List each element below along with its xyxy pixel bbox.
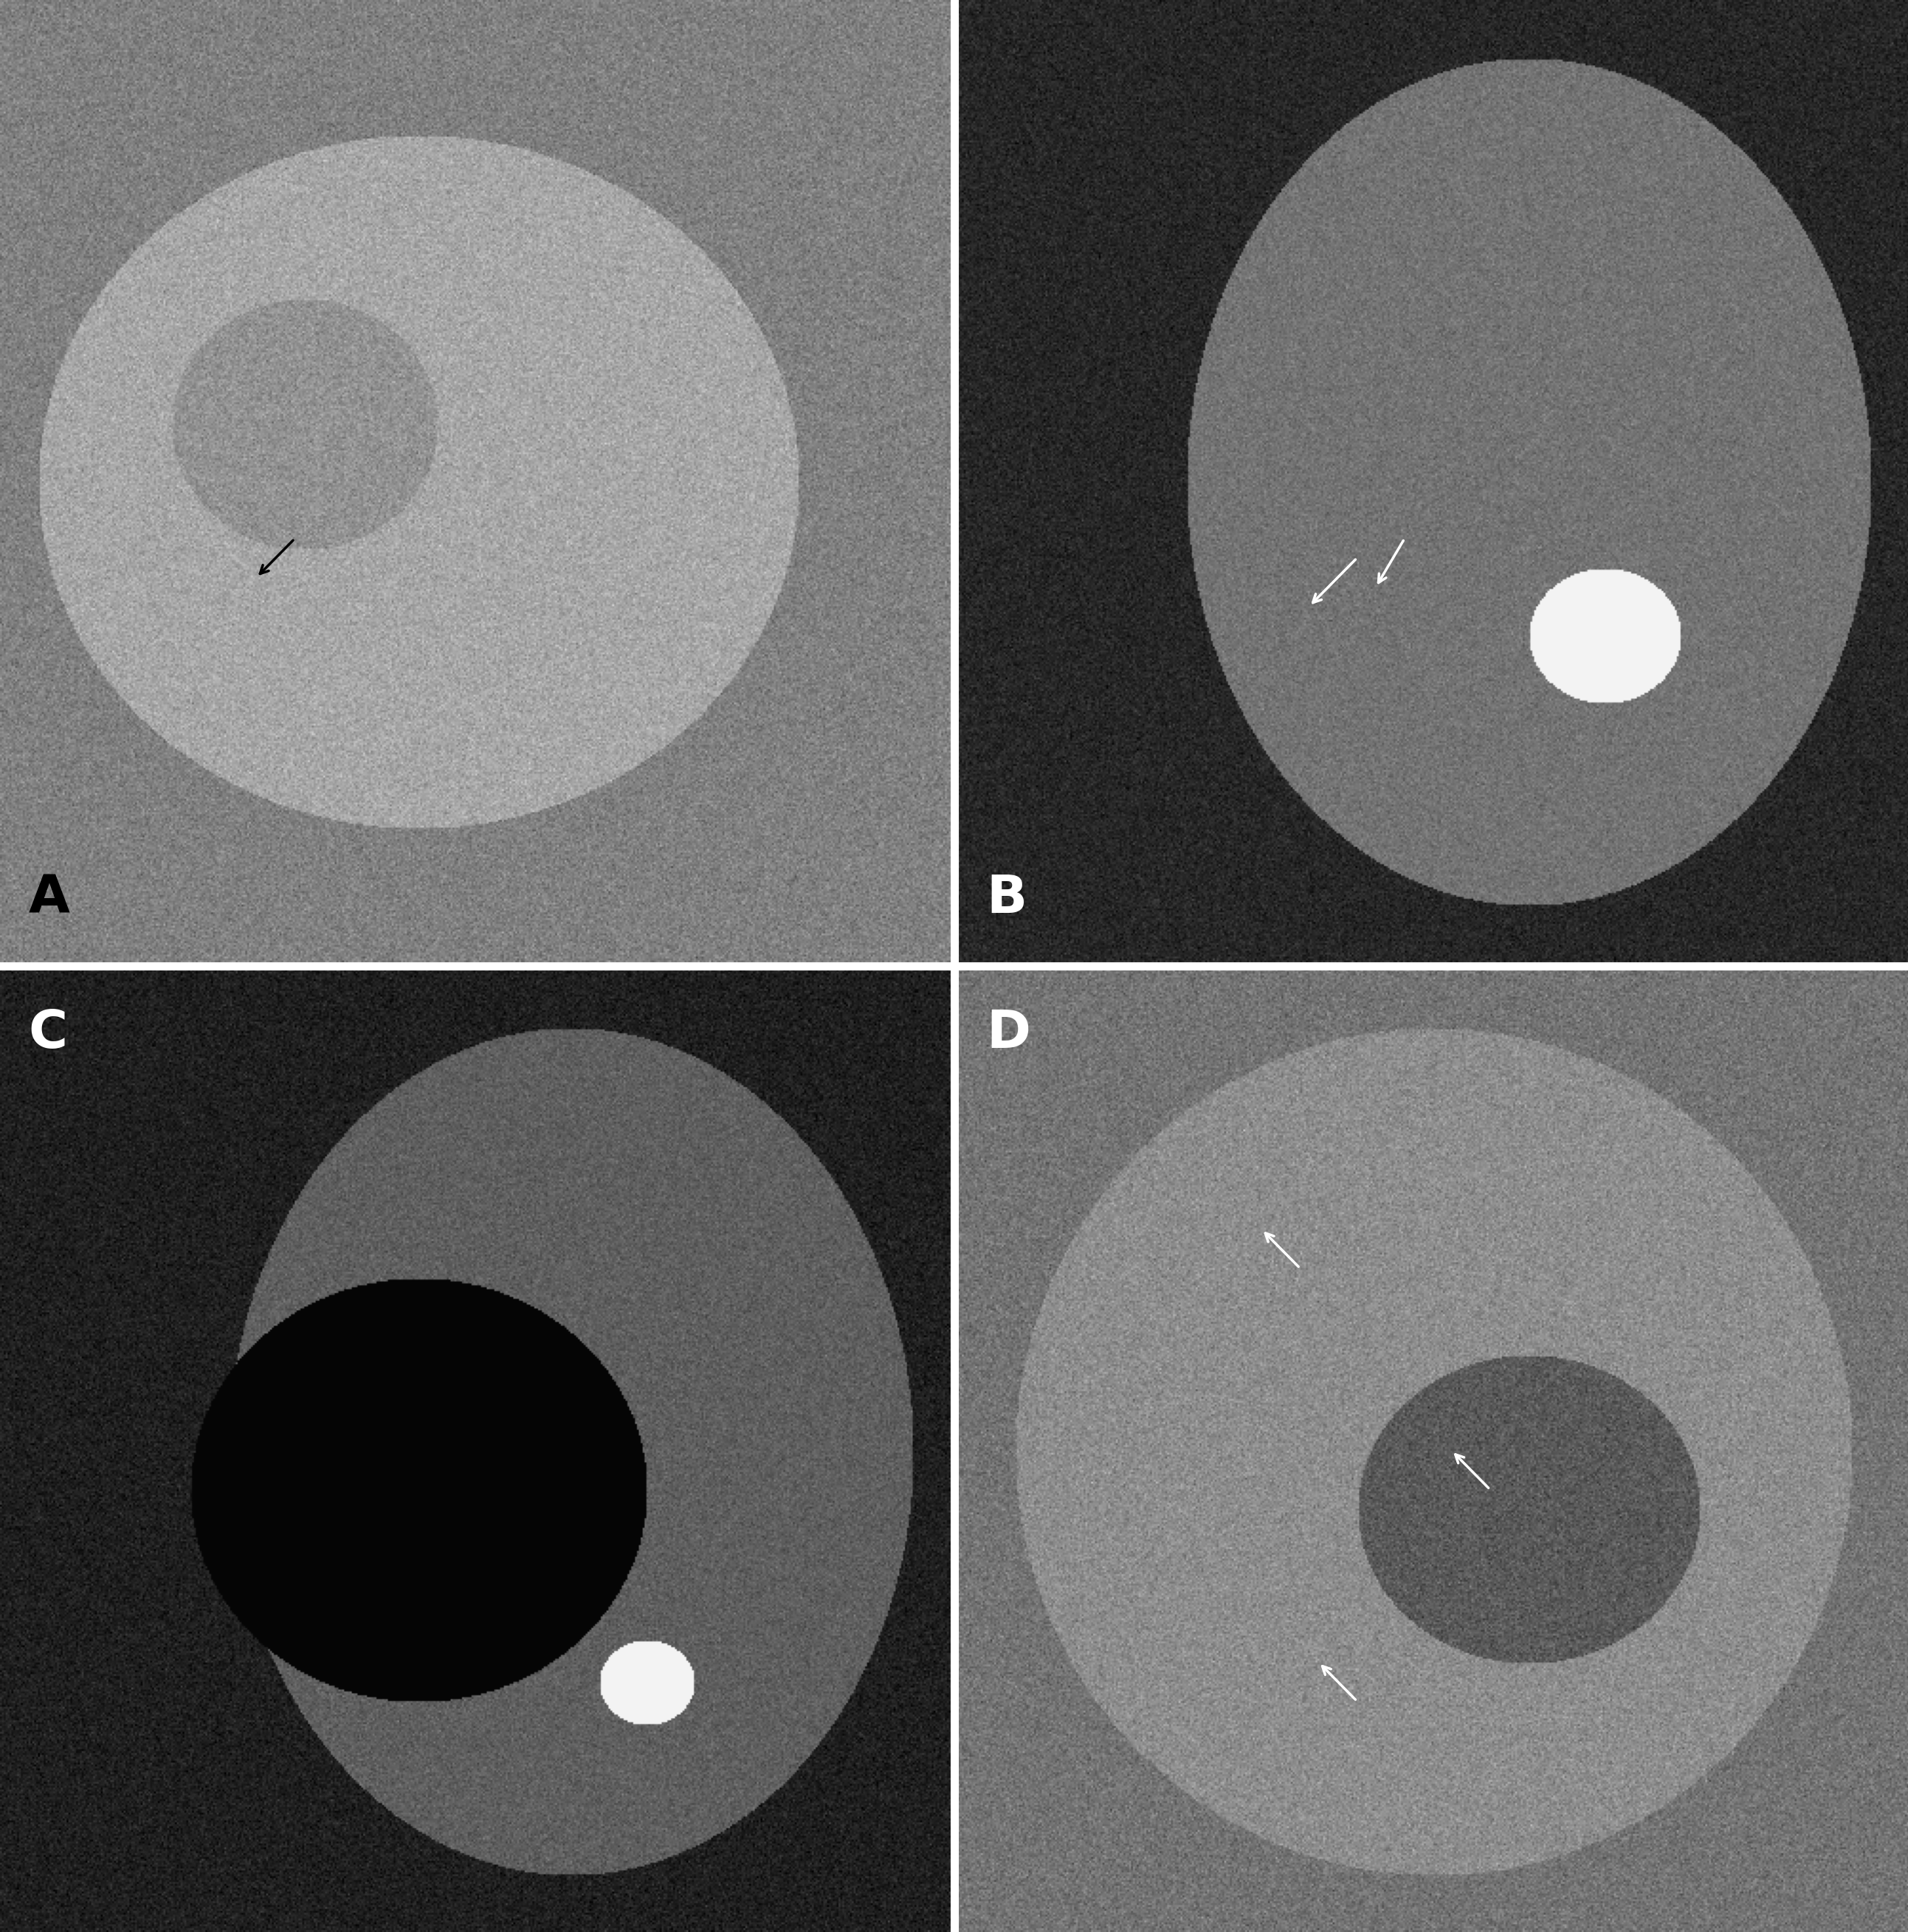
Text: A: A xyxy=(29,873,71,923)
Text: C: C xyxy=(29,1009,67,1059)
Text: D: D xyxy=(986,1009,1030,1059)
Text: B: B xyxy=(986,873,1027,923)
